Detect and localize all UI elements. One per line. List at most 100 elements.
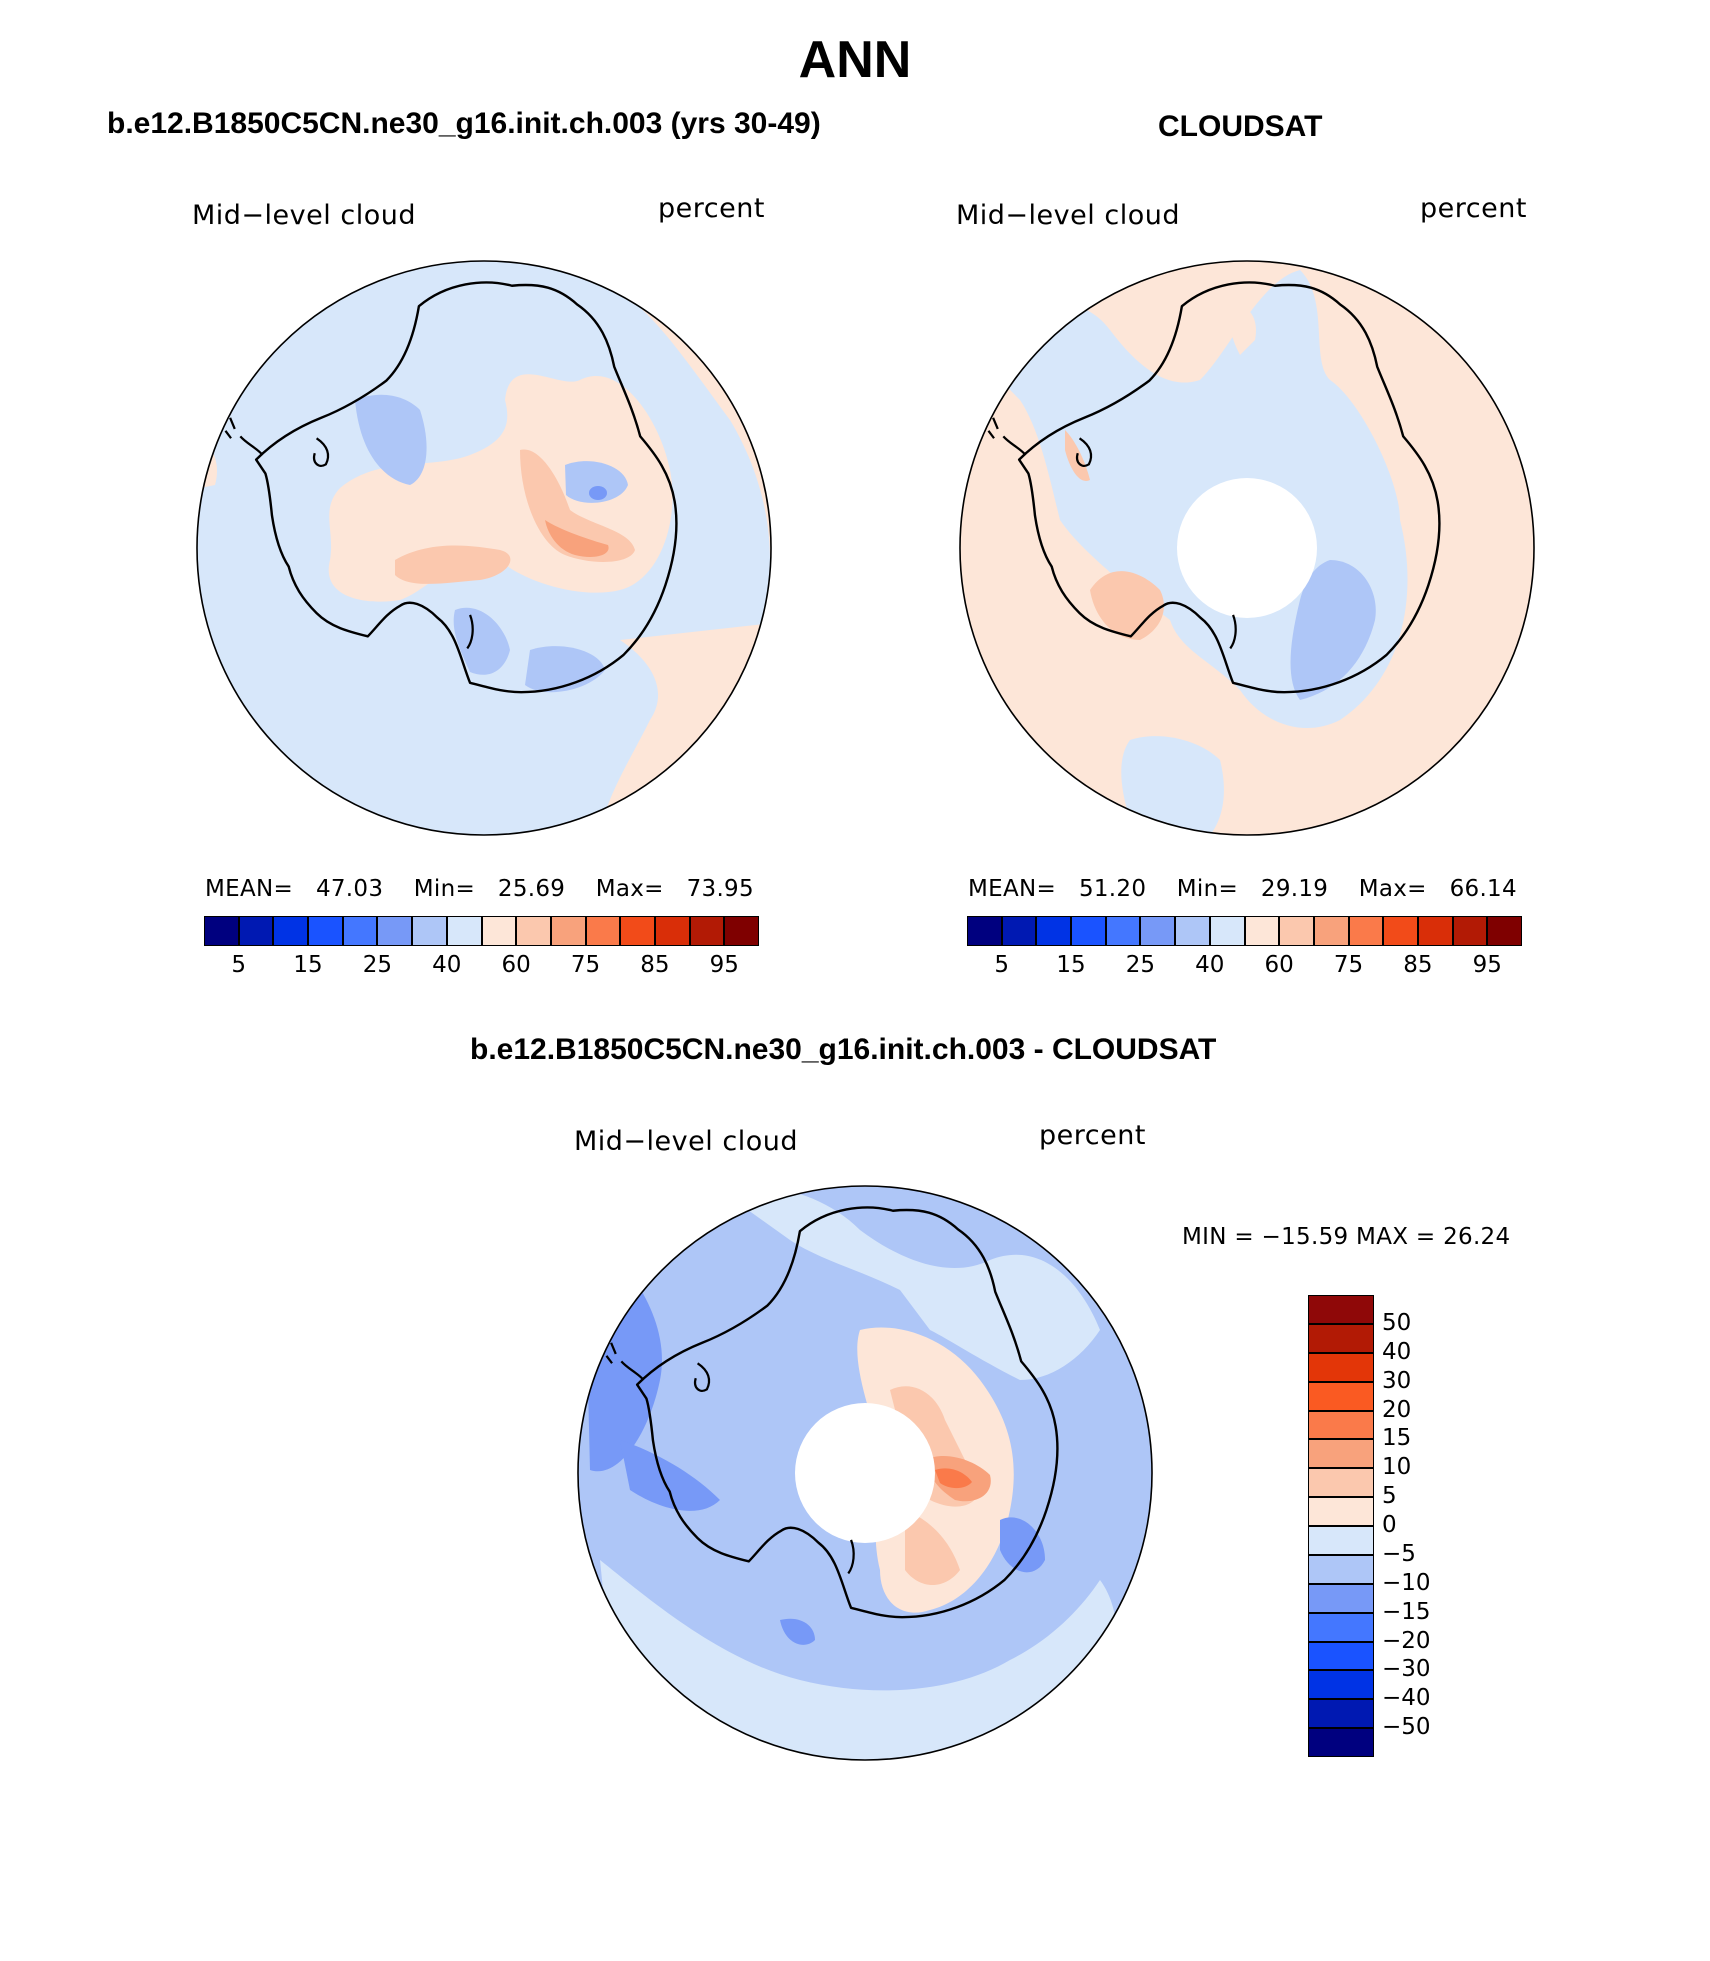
diff-colorbar-box (1308, 1439, 1374, 1469)
obs-colorbar-box (1452, 916, 1488, 946)
model-min-value: 25.69 (497, 876, 566, 902)
obs-colorbar-box (1279, 916, 1314, 946)
model-colorbar-box (308, 916, 343, 946)
model-colorbar-box (689, 916, 725, 946)
obs-colorbar-box (1313, 916, 1349, 946)
main-title: ANN (798, 31, 912, 89)
obs-colorbar-box (1071, 916, 1106, 946)
model-colorbar-box (516, 916, 551, 946)
diff-variable-label: Mid−level cloud (574, 1126, 798, 1157)
model-colorbar-box (481, 916, 517, 946)
model-colorbar-tick-label: 25 (362, 952, 393, 978)
obs-colorbar-box (1105, 916, 1141, 946)
diff-colorbar-tick-label: −5 (1382, 1540, 1416, 1567)
obs-colorbar-tick-label: 75 (1333, 952, 1364, 978)
model-colorbar-box (446, 916, 482, 946)
model-colorbar (204, 916, 759, 946)
obs-map (959, 260, 1535, 836)
model-colorbar-tick-label: 40 (432, 952, 462, 978)
model-panel-title: b.e12.B1850C5CN.ne30_g16.init.ch.003 (yr… (107, 107, 821, 140)
model-mean-label: MEAN= (205, 876, 294, 902)
diff-colorbar-box (1308, 1670, 1374, 1700)
diff-colorbar-tick-label: −50 (1382, 1714, 1431, 1741)
diff-colorbar-box (1308, 1381, 1374, 1411)
diff-colorbar-box (1308, 1295, 1374, 1324)
obs-colorbar-box (1417, 916, 1453, 946)
obs-colorbar-box (967, 916, 1002, 946)
obs-colorbar-tick-label: 85 (1403, 952, 1433, 978)
obs-colorbar-box (1001, 916, 1037, 946)
diff-units-label: percent (1039, 1120, 1146, 1151)
diff-colorbar-box (1308, 1497, 1374, 1526)
diff-panel-title: b.e12.B1850C5CN.ne30_g16.init.ch.003 - C… (470, 1033, 1217, 1066)
diff-colorbar-box (1308, 1554, 1374, 1584)
obs-colorbar-tick-label: 95 (1472, 952, 1502, 978)
diff-colorbar-tick-label: −40 (1382, 1685, 1431, 1712)
obs-panel-title: CLOUDSAT (1158, 110, 1323, 143)
diff-colorbar-tick-label: 50 (1382, 1309, 1412, 1336)
diff-colorbar (1308, 1295, 1374, 1757)
obs-colorbar-tick-label: 15 (1056, 952, 1086, 978)
model-colorbar-tick-label: 15 (293, 952, 323, 978)
obs-colorbar-tick-label: 40 (1195, 952, 1225, 978)
obs-stats: MEAN= 51.20 Min= 29.19 Max= 66.14 (968, 876, 1517, 902)
model-colorbar-tick-label: 75 (570, 952, 601, 978)
model-colorbar-box (550, 916, 586, 946)
diff-colorbar-tick-label: −30 (1382, 1656, 1431, 1683)
model-colorbar-box (238, 916, 274, 946)
model-colorbar-box (620, 916, 655, 946)
diff-colorbar-tick-label: 5 (1382, 1483, 1397, 1510)
diff-colorbar-box (1308, 1323, 1374, 1353)
obs-colorbar-box (1140, 916, 1176, 946)
diff-colorbar-tick-label: −10 (1382, 1569, 1431, 1596)
model-colorbar-box (204, 916, 239, 946)
model-colorbar-tick-label: 5 (231, 952, 246, 978)
diff-colorbar-tick-label: 40 (1382, 1338, 1412, 1365)
diff-colorbar-tick-label: 15 (1382, 1425, 1412, 1452)
obs-colorbar-box (1487, 916, 1522, 946)
diff-colorbar-box (1308, 1583, 1374, 1613)
diff-stats: MIN = −15.59 MAX = 26.24 (1182, 1224, 1511, 1250)
model-colorbar-tick-label: 95 (709, 952, 739, 978)
obs-units-label: percent (1420, 193, 1527, 224)
model-colorbar-box (585, 916, 621, 946)
obs-variable-label: Mid−level cloud (956, 200, 1180, 231)
obs-mean-label: MEAN= (968, 876, 1057, 902)
model-max-value: 73.95 (686, 876, 754, 902)
obs-colorbar-box (1383, 916, 1418, 946)
model-colorbar-tick-label: 85 (640, 952, 670, 978)
diff-colorbar-tick-label: −20 (1382, 1627, 1431, 1654)
model-mean-value: 47.03 (315, 876, 384, 902)
diff-colorbar-box (1308, 1468, 1374, 1498)
diff-colorbar-box (1308, 1612, 1374, 1642)
diff-colorbar-box (1308, 1352, 1374, 1382)
diff-colorbar-box (1308, 1641, 1374, 1671)
diff-colorbar-tick-label: 30 (1382, 1367, 1412, 1394)
diff-colorbar-tick-label: 10 (1382, 1454, 1412, 1481)
diff-colorbar-box (1308, 1410, 1374, 1440)
obs-colorbar (967, 916, 1522, 946)
model-colorbar-tick-label: 60 (501, 952, 531, 978)
model-max-label: Max= (595, 876, 664, 902)
obs-colorbar-box (1244, 916, 1280, 946)
obs-colorbar-box (1175, 916, 1210, 946)
diff-colorbar-box (1308, 1699, 1374, 1729)
diff-colorbar-tick-label: 0 (1382, 1512, 1397, 1538)
obs-colorbar-tick-label: 60 (1264, 952, 1294, 978)
model-units-label: percent (658, 193, 765, 224)
model-colorbar-box (377, 916, 413, 946)
obs-colorbar-box (1348, 916, 1384, 946)
obs-colorbar-tick-label: 25 (1125, 952, 1156, 978)
obs-colorbar-box (1036, 916, 1072, 946)
obs-min-value: 29.19 (1260, 876, 1329, 902)
diff-colorbar-tick-label: 20 (1382, 1396, 1412, 1423)
model-variable-label: Mid−level cloud (192, 200, 416, 231)
model-colorbar-box (342, 916, 378, 946)
diff-colorbar-tick-label: −15 (1382, 1598, 1431, 1625)
diff-colorbar-box (1308, 1728, 1374, 1757)
diff-map (577, 1185, 1153, 1761)
diff-colorbar-box (1308, 1526, 1374, 1555)
obs-colorbar-box (1209, 916, 1245, 946)
obs-mean-value: 51.20 (1078, 876, 1147, 902)
